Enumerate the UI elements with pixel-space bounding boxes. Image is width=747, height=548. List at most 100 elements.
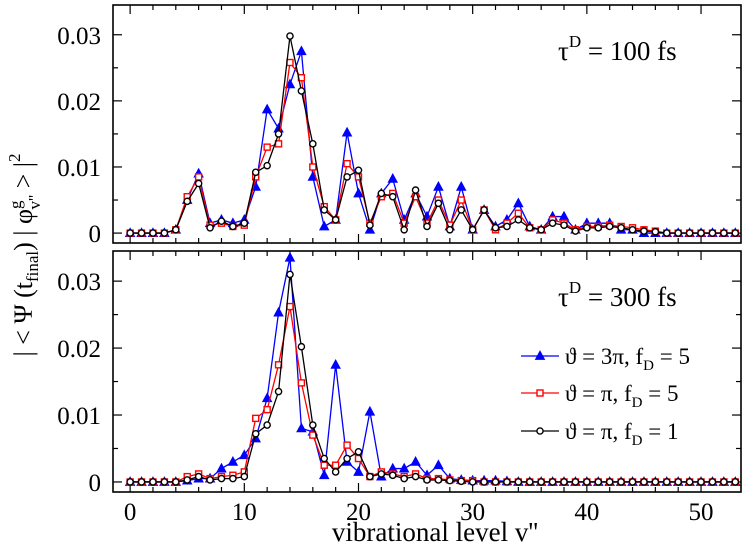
data-point — [468, 478, 477, 486]
data-point — [583, 223, 591, 232]
data-point — [250, 432, 261, 443]
legend-entry: ϑ = π, fD = 1 — [521, 419, 678, 449]
y-axis-label: | < Ψ (tfinal) | φgv'' > |2 — [5, 154, 44, 357]
data-point — [548, 478, 557, 486]
data-point — [423, 476, 431, 484]
data-point — [468, 225, 477, 234]
data-point — [731, 229, 740, 237]
data-point — [558, 210, 570, 221]
data-point — [366, 472, 374, 481]
y-tick-label: 0.01 — [57, 403, 101, 430]
data-point — [651, 227, 660, 236]
data-point — [274, 387, 283, 396]
data-point — [343, 159, 351, 168]
data-point — [685, 229, 694, 237]
data-point — [605, 478, 614, 486]
data-point — [491, 478, 500, 486]
data-point — [433, 180, 444, 191]
data-point — [251, 429, 260, 438]
data-point — [229, 222, 237, 231]
series-triangle — [124, 45, 741, 237]
data-point — [126, 478, 134, 486]
legend-label: ϑ = π, fD = 1 — [565, 419, 678, 449]
data-point — [318, 220, 330, 231]
legend-label: ϑ = π, fD = 5 — [565, 381, 678, 411]
x-tick-label: 40 — [574, 499, 599, 526]
series-circle — [126, 32, 740, 237]
data-point — [273, 306, 284, 317]
panel-annotation: τD = 100 fs — [558, 32, 677, 66]
data-point — [296, 422, 307, 433]
data-point — [206, 476, 214, 484]
data-point — [514, 478, 523, 486]
data-point — [423, 222, 431, 231]
data-point — [697, 229, 705, 237]
data-point — [137, 478, 146, 486]
y-tick-label: 0 — [89, 221, 102, 248]
data-point — [720, 478, 728, 486]
data-point — [297, 87, 306, 95]
data-point — [354, 166, 363, 175]
series-square — [126, 58, 739, 237]
data-point — [400, 225, 408, 234]
data-point — [537, 478, 545, 486]
data-point — [537, 225, 545, 234]
data-point — [149, 229, 157, 237]
data-point — [217, 217, 226, 225]
data-point — [434, 476, 443, 484]
data-point — [171, 225, 180, 234]
data-point — [571, 478, 580, 486]
data-point — [617, 223, 625, 232]
data-point — [503, 222, 511, 231]
data-point — [239, 449, 250, 460]
x-axis-label: vibrational level v'' — [332, 517, 538, 547]
data-point — [388, 471, 397, 480]
data-point — [640, 227, 648, 235]
data-point — [320, 206, 329, 214]
data-point — [560, 221, 568, 229]
x-tick-label: 50 — [689, 499, 714, 526]
data-point — [583, 478, 591, 486]
data-point — [366, 221, 374, 229]
legend: ϑ = 3π, fD = 5 ϑ = π, fD = 5 ϑ = π, fD = 1 — [521, 344, 690, 449]
data-point — [160, 229, 169, 237]
data-point — [491, 223, 500, 232]
data-point — [503, 478, 511, 486]
panel-annotation: τD = 300 fs — [558, 278, 677, 312]
data-point — [160, 478, 169, 486]
data-point — [457, 477, 466, 486]
data-point — [560, 478, 568, 486]
data-point — [240, 219, 249, 227]
data-point — [227, 456, 239, 466]
legend-marker — [536, 427, 544, 435]
data-point — [229, 474, 237, 483]
data-point — [411, 186, 420, 194]
data-point — [240, 472, 249, 481]
data-point — [320, 454, 329, 463]
x-tick-label: 0 — [124, 499, 137, 526]
data-point — [410, 456, 421, 466]
series-line — [130, 60, 736, 234]
data-point — [341, 126, 353, 137]
data-point — [171, 478, 180, 486]
data-point — [513, 197, 524, 208]
data-point — [525, 478, 534, 486]
data-point — [571, 227, 580, 235]
data-point — [457, 206, 466, 214]
data-point — [514, 209, 523, 217]
legend-entry: ϑ = π, fD = 5 — [521, 381, 678, 411]
data-point — [364, 405, 376, 416]
data-point — [284, 78, 296, 89]
series-line — [130, 51, 736, 234]
data-point — [354, 448, 363, 456]
data-point — [318, 469, 330, 480]
data-point — [697, 478, 705, 486]
data-point — [628, 225, 637, 234]
data-point — [662, 229, 671, 237]
data-point — [331, 216, 340, 224]
data-point — [594, 478, 603, 486]
y-tick-label: 0.02 — [57, 89, 101, 116]
data-point — [398, 462, 410, 473]
data-point — [296, 45, 307, 56]
data-point — [446, 476, 454, 485]
